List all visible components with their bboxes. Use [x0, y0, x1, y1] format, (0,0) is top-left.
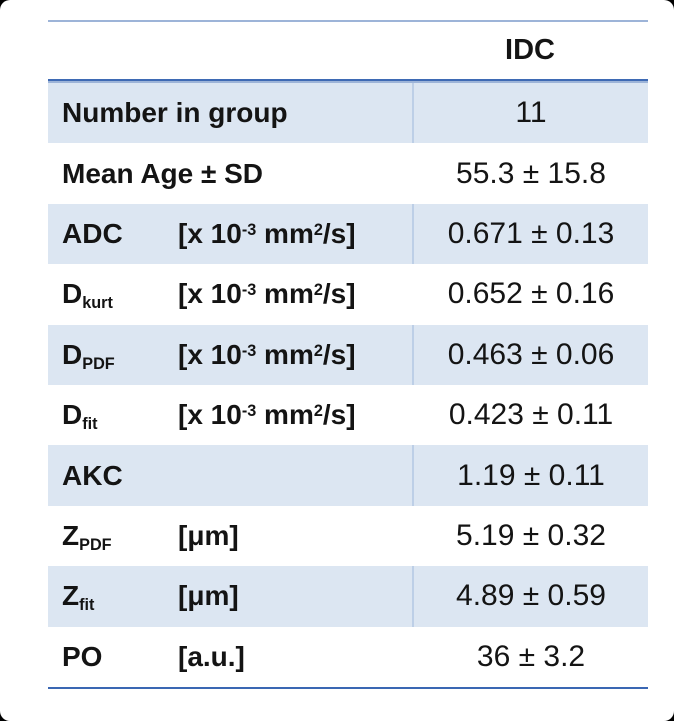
- row-label-cell: DPDF [x 10-3 mm2/s]: [48, 338, 412, 373]
- table-row: Zfit [μm] 4.89 ± 0.59: [48, 566, 648, 627]
- row-parameter-name: Dfit: [62, 399, 98, 434]
- row-unit: [x 10-3 mm2/s]: [178, 278, 356, 310]
- header-separator-line: [48, 79, 648, 83]
- idc-column-header: IDC: [505, 34, 555, 66]
- row-parameter-name: DPDF: [62, 338, 115, 373]
- row-unit: [x 10-3 mm2/s]: [178, 338, 356, 370]
- row-unit: [x 10-3 mm2/s]: [178, 217, 356, 249]
- row-value: 5.19 ± 0.32: [456, 518, 606, 552]
- row-parameter-name: AKC: [62, 459, 123, 491]
- row-unit: [μm]: [178, 580, 239, 612]
- row-label-cell: Mean Age ± SD: [48, 158, 412, 190]
- row-unit: [a.u.]: [178, 640, 245, 672]
- row-value: 36 ± 3.2: [476, 639, 586, 673]
- table-header-row: IDC: [48, 22, 648, 79]
- row-value: 55.3 ± 15.8: [456, 156, 606, 190]
- row-parameter-name: Dkurt: [62, 278, 113, 313]
- row-label-cell: ZPDF [μm]: [48, 519, 412, 555]
- row-unit: [x 10-3 mm2/s]: [178, 399, 356, 431]
- table-row: Dkurt [x 10-3 mm2/s] 0.652 ± 0.16: [48, 264, 648, 324]
- data-table: IDC Number in group 11 Mean Age ± SD 55.…: [48, 20, 648, 689]
- row-label-cell: Dfit [x 10-3 mm2/s]: [48, 399, 412, 434]
- table-row: ADC [x 10-3 mm2/s] 0.671 ± 0.13: [48, 203, 648, 265]
- row-value: 0.652 ± 0.16: [447, 277, 615, 311]
- row-unit: [μm]: [178, 519, 239, 551]
- row-parameter-name: PO: [62, 640, 103, 672]
- row-parameter-name: ADC: [62, 217, 123, 249]
- row-parameter-name: Mean Age ± SD: [62, 157, 264, 189]
- row-parameter-name: Zfit: [62, 580, 95, 615]
- table-row: Mean Age ± SD 55.3 ± 15.8: [48, 143, 648, 203]
- row-value: 0.671 ± 0.13: [412, 203, 648, 265]
- table-row: PO [a.u.] 36 ± 3.2: [48, 627, 648, 687]
- table-row: Dfit [x 10-3 mm2/s] 0.423 ± 0.11: [48, 385, 648, 445]
- row-label-cell: Dkurt [x 10-3 mm2/s]: [48, 278, 412, 313]
- table-row: ZPDF [μm] 5.19 ± 0.32: [48, 506, 648, 566]
- row-label-cell: PO [a.u.]: [48, 641, 412, 673]
- row-value: 0.463 ± 0.06: [412, 324, 648, 385]
- row-label-cell: AKC: [48, 460, 412, 492]
- table-row: DPDF [x 10-3 mm2/s] 0.463 ± 0.06: [48, 324, 648, 385]
- row-parameter-name: Number in group: [62, 97, 288, 129]
- row-value: 11: [412, 83, 648, 144]
- table-body: Number in group 11 Mean Age ± SD 55.3 ± …: [48, 83, 648, 687]
- table-bottom-border: [48, 686, 648, 689]
- row-value: 1.19 ± 0.11: [412, 445, 648, 506]
- row-value: 4.89 ± 0.59: [412, 566, 648, 627]
- row-label-cell: Zfit [μm]: [48, 580, 412, 615]
- table-row: AKC 1.19 ± 0.11: [48, 445, 648, 506]
- row-value: 0.423 ± 0.11: [448, 398, 614, 432]
- table-top-border: [48, 20, 648, 22]
- row-label-cell: ADC [x 10-3 mm2/s]: [48, 218, 412, 250]
- table-row: Number in group 11: [48, 83, 648, 144]
- row-label-cell: Number in group: [48, 97, 412, 129]
- row-parameter-name: ZPDF: [62, 519, 112, 555]
